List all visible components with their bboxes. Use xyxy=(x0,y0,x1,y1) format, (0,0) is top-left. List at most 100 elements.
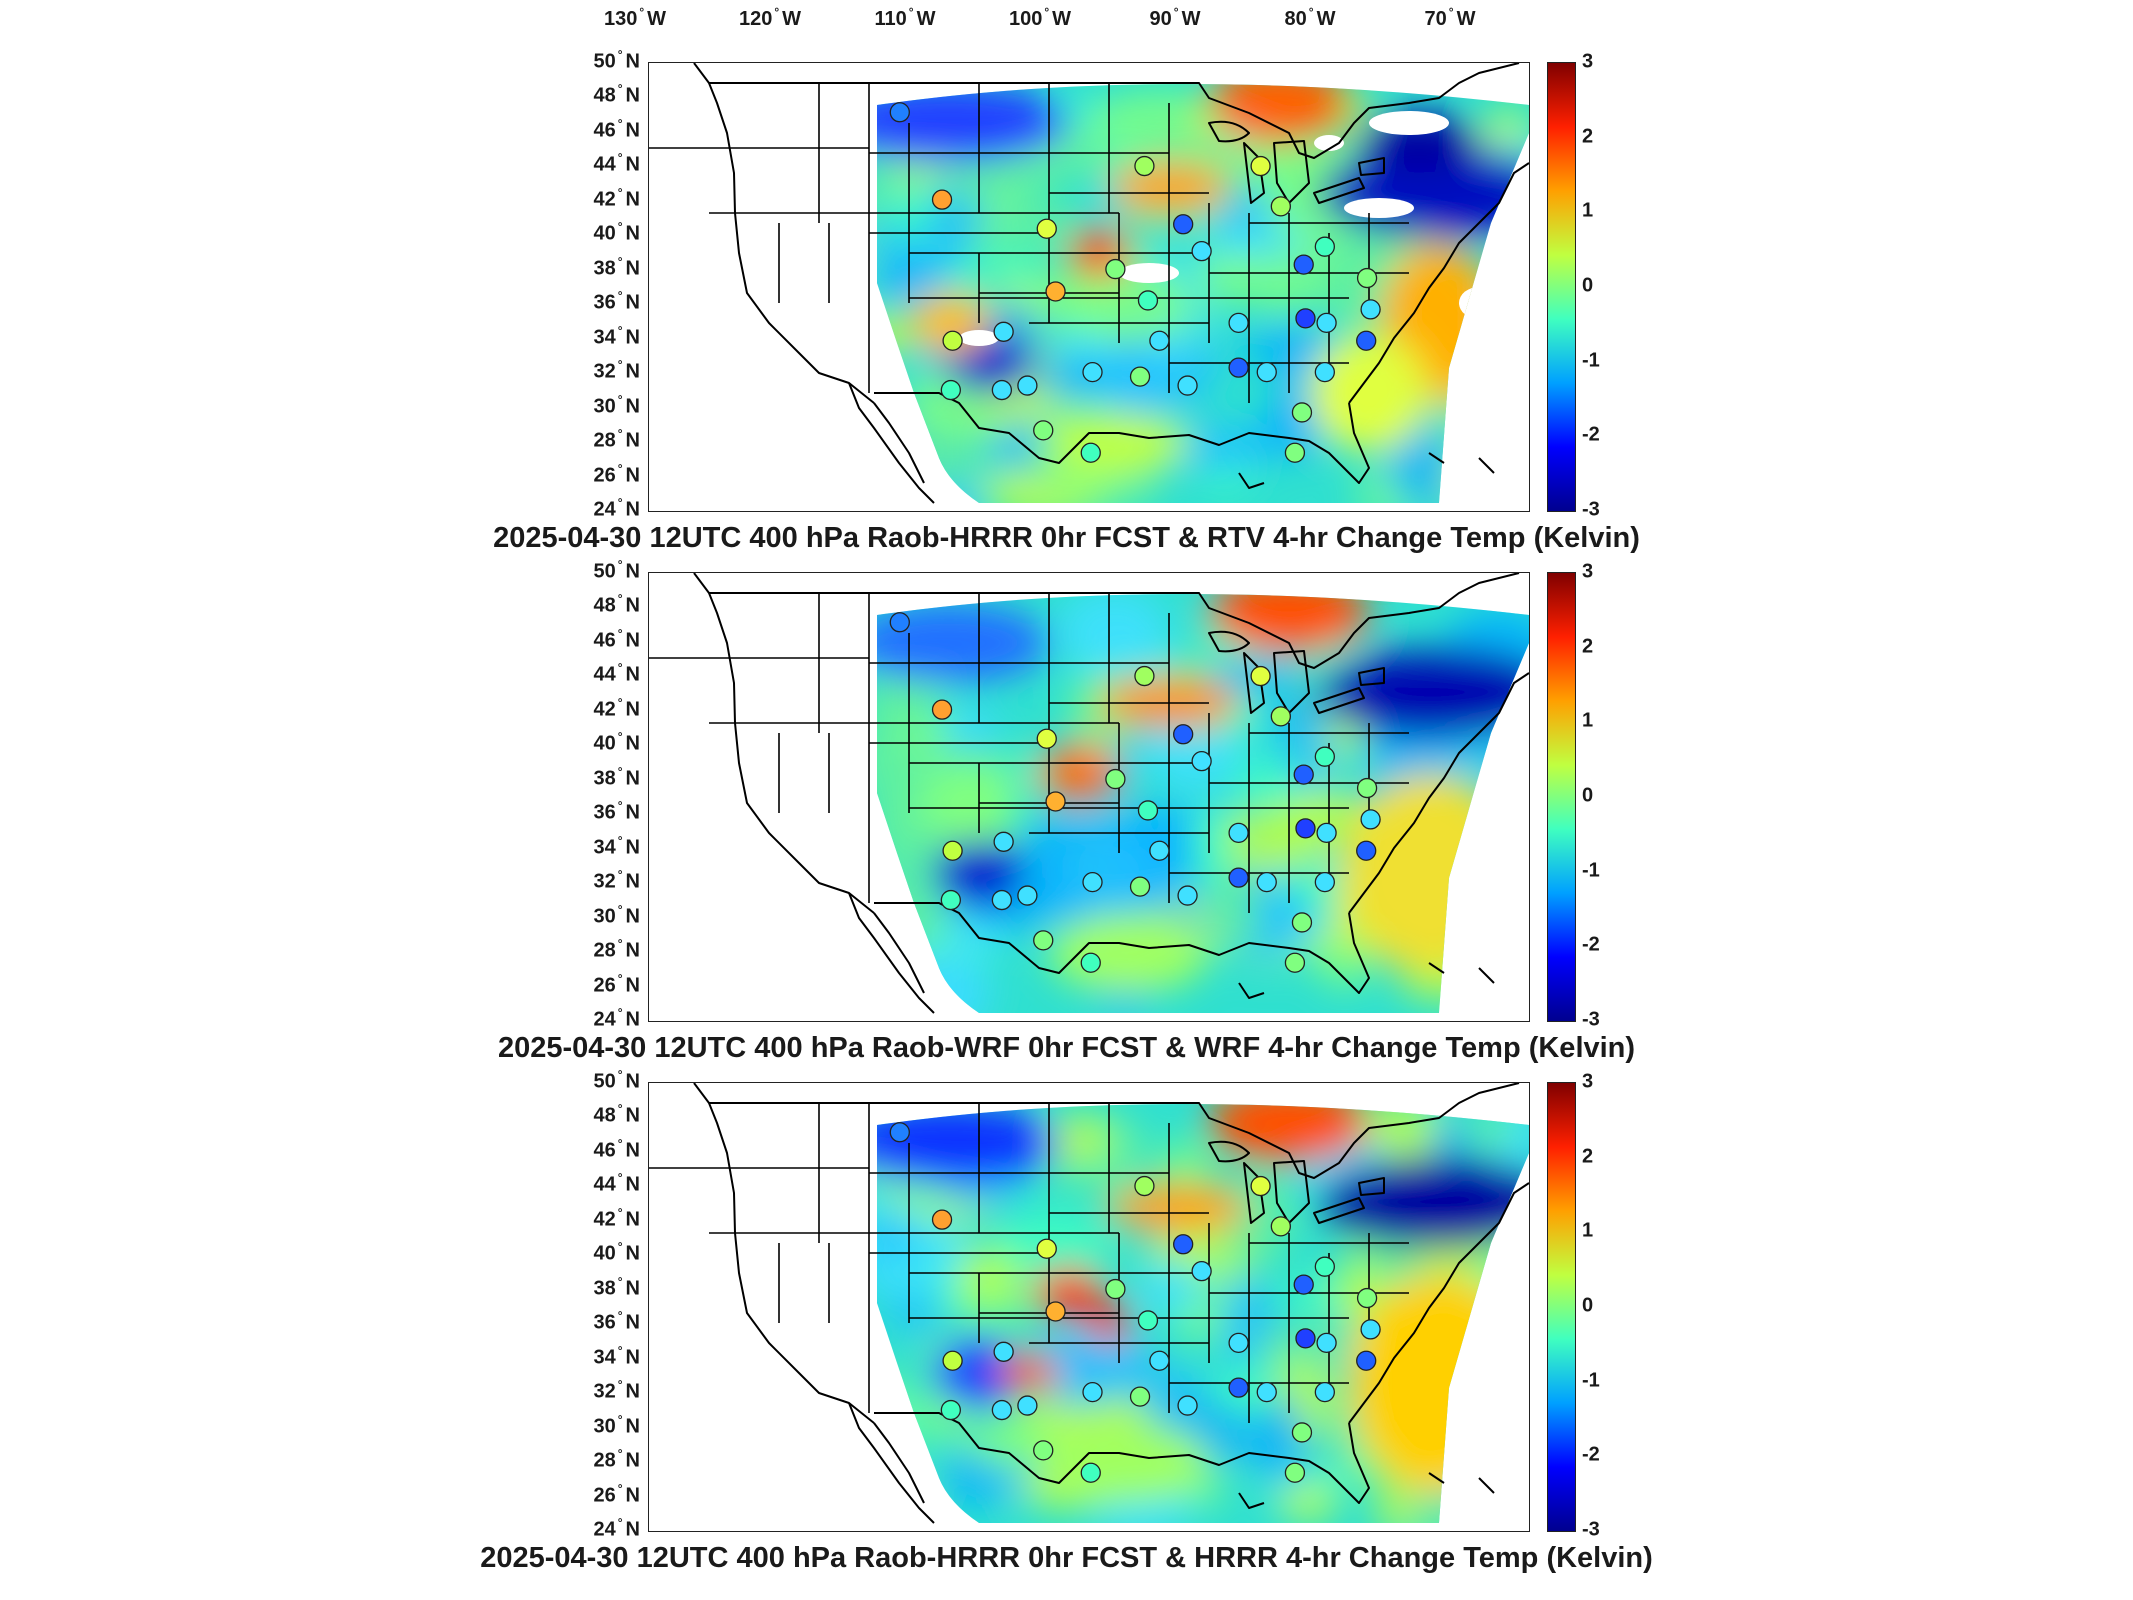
latitude-value: 44 xyxy=(593,1173,616,1196)
degree-symbol: ° xyxy=(617,1005,623,1020)
colorbar xyxy=(1547,572,1576,1022)
latitude-hemisphere: N xyxy=(625,222,640,245)
latitude-label: 50 ° N xyxy=(570,1068,640,1094)
longitude-label: 70 ° W xyxy=(1425,5,1476,31)
latitude-label: 34 ° N xyxy=(570,323,640,349)
colorbar-tick-label: -1 xyxy=(1582,1369,1600,1392)
latitude-hemisphere: N xyxy=(625,464,640,487)
colorbar-tick-label: 3 xyxy=(1582,1070,1594,1093)
raob-station-marker xyxy=(1293,1274,1314,1295)
longitude-hemisphere: W xyxy=(647,8,667,30)
raob-station-marker xyxy=(1316,822,1337,843)
map-frame xyxy=(648,1082,1530,1532)
longitude-value: 90 xyxy=(1149,8,1172,30)
latitude-label: 24 ° N xyxy=(570,496,640,522)
panel-caption: 2025-04-30 12UTC 400 hPa Raob-WRF 0hr FC… xyxy=(497,1032,1636,1064)
latitude-value: 46 xyxy=(593,1139,616,1162)
raob-station-marker xyxy=(1360,1319,1381,1340)
map-canvas xyxy=(649,63,1529,504)
latitude-value: 42 xyxy=(593,188,616,211)
latitude-value: 50 xyxy=(593,1070,616,1093)
degree-symbol: ° xyxy=(617,323,623,338)
longitude-label: 90 ° W xyxy=(1149,5,1201,31)
latitude-label: 26 ° N xyxy=(570,971,640,997)
latitude-value: 26 xyxy=(593,1484,616,1507)
longitude-label: 100 ° W xyxy=(1009,5,1071,31)
latitude-hemisphere: N xyxy=(625,1070,640,1093)
degree-symbol: ° xyxy=(617,1136,623,1151)
colorbar-tick-label: 2 xyxy=(1582,125,1594,148)
latitude-label: 48 ° N xyxy=(570,82,640,108)
raob-station-marker xyxy=(1045,1301,1066,1322)
latitude-hemisphere: N xyxy=(625,1208,640,1231)
latitude-label: 42 ° N xyxy=(570,185,640,211)
latitude-label: 38 ° N xyxy=(570,254,640,280)
degree-symbol: ° xyxy=(617,219,623,234)
degree-symbol: ° xyxy=(617,1308,623,1323)
raob-station-marker xyxy=(1314,1381,1335,1403)
latitude-value: 36 xyxy=(593,291,616,314)
raob-station-marker xyxy=(1270,706,1291,727)
degree-symbol: ° xyxy=(617,833,623,848)
raob-station-marker xyxy=(991,379,1013,401)
longitude-hemisphere: W xyxy=(1316,8,1336,30)
longitude-value: 130 xyxy=(603,8,638,30)
longitude-hemisphere: W xyxy=(1181,8,1201,30)
latitude-hemisphere: N xyxy=(625,801,640,824)
raob-station-marker xyxy=(1033,930,1054,951)
latitude-value: 34 xyxy=(593,1346,616,1369)
latitude-label: 38 ° N xyxy=(570,764,640,790)
raob-station-marker xyxy=(1080,442,1101,463)
raob-station-marker xyxy=(1256,361,1277,383)
degree-symbol: ° xyxy=(617,1170,623,1185)
latitude-hemisphere: N xyxy=(625,560,640,583)
degree-symbol: ° xyxy=(617,1101,623,1116)
colorbar-tick-label: 0 xyxy=(1582,1294,1594,1317)
raob-station-marker xyxy=(1295,1328,1316,1349)
latitude-value: 42 xyxy=(593,698,616,721)
degree-symbol: ° xyxy=(617,591,623,606)
raob-station-marker xyxy=(1284,442,1306,463)
latitude-value: 26 xyxy=(593,464,616,487)
geographic-boundaries xyxy=(649,1083,1529,1524)
raob-station-marker xyxy=(1293,764,1314,785)
colorbar-tick-label: 0 xyxy=(1582,274,1594,297)
raob-station-marker xyxy=(1017,1395,1038,1416)
raob-station-marker xyxy=(1134,1175,1155,1197)
latitude-value: 48 xyxy=(593,84,616,107)
latitude-hemisphere: N xyxy=(625,1173,640,1196)
longitude-hemisphere: W xyxy=(916,8,936,30)
raob-station-marker xyxy=(1270,196,1291,217)
longitude-label: 120 ° W xyxy=(739,5,801,31)
degree-symbol: ° xyxy=(617,902,623,917)
latitude-label: 36 ° N xyxy=(570,1308,640,1335)
raob-stations xyxy=(889,612,1381,973)
latitude-hemisphere: N xyxy=(625,188,640,211)
latitude-hemisphere: N xyxy=(625,698,640,721)
degree-symbol: ° xyxy=(617,461,623,476)
longitude-label: 130 ° W xyxy=(603,5,667,31)
raob-station-marker xyxy=(931,1209,953,1230)
latitude-label: 42 ° N xyxy=(570,1205,640,1231)
degree-symbol: ° xyxy=(617,1515,623,1530)
latitude-value: 38 xyxy=(593,767,616,790)
latitude-hemisphere: N xyxy=(625,1346,640,1369)
panel-caption: 2025-04-30 12UTC 400 hPa Raob-HRRR 0hr F… xyxy=(480,1542,1653,1574)
raob-station-marker xyxy=(1137,290,1159,311)
raob-station-marker xyxy=(993,1341,1014,1362)
raob-station-marker xyxy=(940,1399,961,1421)
degree-symbol: ° xyxy=(1448,5,1454,19)
degree-symbol: ° xyxy=(908,5,914,19)
latitude-label: 46 ° N xyxy=(570,1136,640,1162)
raob-station-marker xyxy=(1356,777,1378,799)
raob-station-marker xyxy=(1228,867,1249,888)
degree-symbol: ° xyxy=(617,288,623,303)
map-canvas xyxy=(649,1083,1529,1524)
raob-station-marker xyxy=(1177,375,1198,396)
latitude-value: 34 xyxy=(593,836,616,859)
degree-symbol: ° xyxy=(617,1205,623,1220)
raob-station-marker xyxy=(1191,241,1212,262)
latitude-hemisphere: N xyxy=(625,905,640,928)
latitude-label: 28 ° N xyxy=(570,427,640,453)
latitude-label: 32 ° N xyxy=(570,868,640,894)
